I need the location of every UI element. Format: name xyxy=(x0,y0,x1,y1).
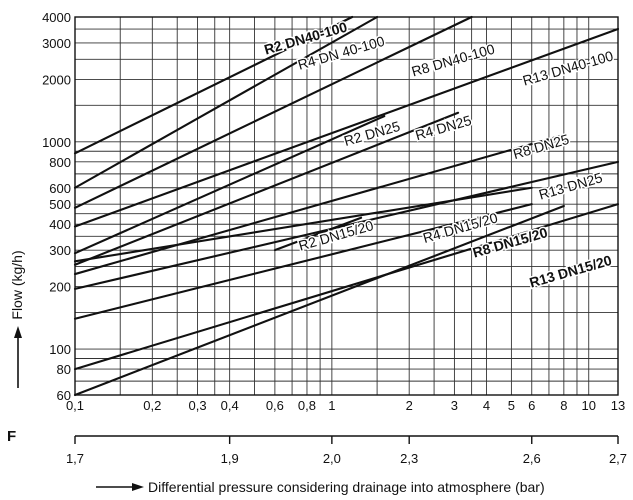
secondary-f-axis: F 1,7 1,9 2,0 2,3 2,6 2,7 xyxy=(7,428,627,466)
f-axis-label: F xyxy=(7,428,16,445)
x-tick-label: 4 xyxy=(483,398,490,413)
x-tick-label: 0,1 xyxy=(66,398,84,413)
x-tick-label: 0,4 xyxy=(221,398,239,413)
series-label: R8 DN40-100 xyxy=(410,41,497,80)
y-tick-label: 400 xyxy=(49,217,71,232)
f-axis-tick-label: 1,9 xyxy=(221,451,239,466)
x-tick-label: 13 xyxy=(611,398,625,413)
y-tick-label: 100 xyxy=(49,342,71,357)
series-line xyxy=(73,186,533,263)
series-lines xyxy=(73,15,620,397)
f-axis-tick-label: 2,6 xyxy=(523,451,541,466)
x-tick-labels: 0,1 0,2 0,3 0,4 0,6 0,8 1 2 3 4 5 6 8 10 13 xyxy=(66,398,625,413)
series-label: R8 DN25 xyxy=(511,131,571,162)
y-tick-label: 4000 xyxy=(42,10,71,25)
series-line xyxy=(73,111,460,266)
series-line xyxy=(73,15,379,189)
y-tick-label: 3000 xyxy=(42,36,71,51)
series-line xyxy=(73,27,620,228)
series-line xyxy=(73,133,565,276)
series-label: R2 DN15/20 xyxy=(297,217,376,254)
y-tick-label: 300 xyxy=(49,243,71,258)
series-line xyxy=(73,203,620,371)
y-tick-label: 600 xyxy=(49,181,71,196)
x-tick-label: 0,8 xyxy=(298,398,316,413)
x-tick-label: 0,3 xyxy=(189,398,207,413)
x-tick-label: 10 xyxy=(581,398,595,413)
x-tick-label: 2 xyxy=(406,398,413,413)
x-tick-label: 8 xyxy=(560,398,567,413)
series-label: R13 DN15/20 xyxy=(528,252,614,291)
y-tick-label: 800 xyxy=(49,155,71,170)
y-tick-label: 80 xyxy=(57,362,71,377)
y-tick-label: 500 xyxy=(49,197,71,212)
series-line xyxy=(73,15,354,155)
y-tick-label: 200 xyxy=(49,280,71,295)
f-axis-tick-label: 1,7 xyxy=(66,451,84,466)
plot-frame xyxy=(74,16,619,396)
x-tick-label: 0,6 xyxy=(266,398,284,413)
series-line xyxy=(73,204,565,397)
series-line xyxy=(73,203,533,320)
x-tick-label: 0,2 xyxy=(143,398,161,413)
series-line xyxy=(73,15,473,209)
y-tick-label: 60 xyxy=(57,388,71,403)
y-axis-arrow xyxy=(14,326,22,388)
series-line xyxy=(273,216,363,252)
f-axis-tick-label: 2,3 xyxy=(400,451,418,466)
series-line xyxy=(73,115,386,255)
f-axis-tick-label: 2,7 xyxy=(609,451,627,466)
x-tick-label: 3 xyxy=(451,398,458,413)
series-label: R4 DN25 xyxy=(413,112,473,143)
y-axis-title: Flow (kg/h) xyxy=(9,250,25,319)
y-tick-label: 2000 xyxy=(42,72,71,87)
series-line xyxy=(73,160,620,290)
x-tick-label: 1 xyxy=(328,398,335,413)
f-axis-tick-label: 2,0 xyxy=(323,451,341,466)
series-label: R13 DN40-100 xyxy=(521,47,615,88)
x-tick-label: 6 xyxy=(528,398,535,413)
x-axis-title: Differential pressure considering draina… xyxy=(148,479,545,495)
y-tick-label: 1000 xyxy=(42,135,71,150)
x-axis-arrow xyxy=(96,483,144,491)
x-tick-label: 5 xyxy=(508,398,515,413)
